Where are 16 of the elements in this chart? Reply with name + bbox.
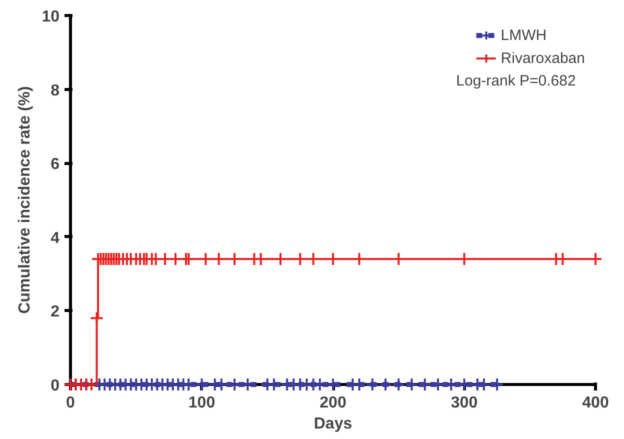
y-tick-label: 4 xyxy=(50,230,60,247)
x-tick-label: 0 xyxy=(66,394,76,412)
y-axis-title: Cumulative incidence rate (%) xyxy=(16,86,34,314)
legend-label: LMWH xyxy=(500,26,547,44)
x-axis-title: Days xyxy=(314,416,352,432)
y-tick-label: 8 xyxy=(50,82,60,100)
legend-label: Rivaroxaban xyxy=(500,50,585,66)
x-tick-label: 400 xyxy=(582,394,609,412)
y-tick-label: 6 xyxy=(50,156,60,174)
y-tick-label: 0 xyxy=(50,378,60,394)
x-tick-label: 300 xyxy=(450,394,478,412)
y-tick-label: 2 xyxy=(50,304,60,321)
x-tick-label: 100 xyxy=(188,394,216,412)
annotation: Log-rank P=0.682 xyxy=(456,72,576,90)
x-tick-label: 200 xyxy=(320,394,346,412)
y-tick-label: 10 xyxy=(42,8,60,26)
